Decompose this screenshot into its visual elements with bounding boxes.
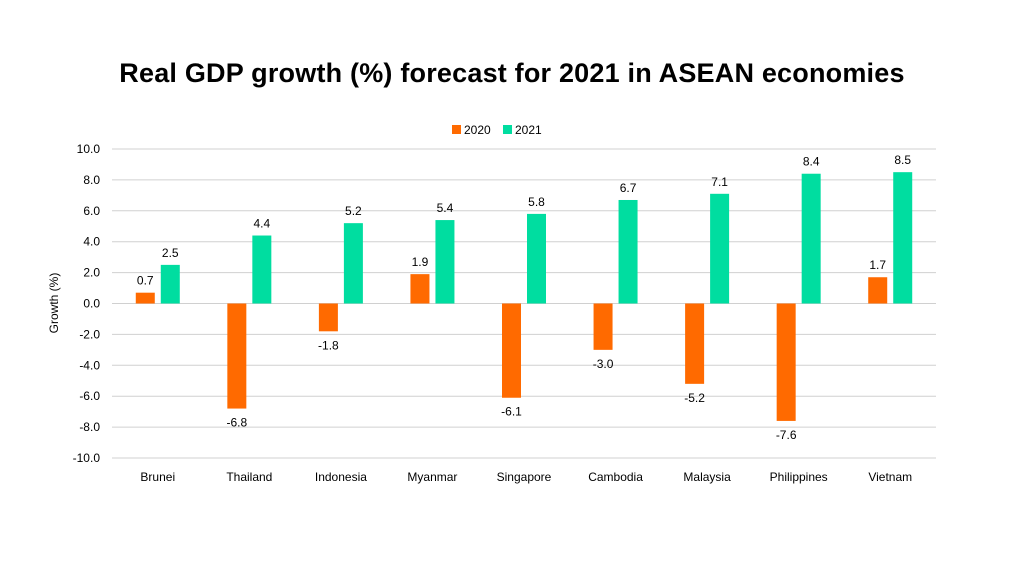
label-layer: 10.0 8.0 6.0 4.0 2.0 0.0 -2.0 -4.0 -6.0 -8.0 -10.0… [73, 142, 912, 484]
x-tick-label: Philippines [770, 470, 828, 484]
y-tick-label: 6.0 [83, 204, 100, 218]
data-label: -6.8 [226, 416, 247, 430]
y-axis-title: Growth (%) [47, 273, 61, 334]
bar-2020-indonesia [318, 303, 338, 332]
x-tick-label: Brunei [140, 470, 175, 484]
data-label: -1.8 [318, 338, 339, 352]
x-tick-label: Malaysia [683, 470, 731, 484]
bar-layer [135, 172, 913, 421]
x-tick-label: Singapore [497, 470, 552, 484]
legend: 2020 2021 [452, 123, 542, 137]
bar-2021-myanmar [435, 220, 455, 304]
data-label: 8.5 [894, 153, 911, 167]
y-tick-label: 8.0 [83, 173, 100, 187]
data-label: -7.6 [776, 428, 797, 442]
x-tick-label: Myanmar [407, 470, 457, 484]
chart-title: Real GDP growth (%) forecast for 2021 in… [119, 58, 905, 88]
legend-swatch [452, 125, 461, 134]
bar-2021-vietnam [893, 172, 913, 304]
data-label: 8.4 [803, 155, 820, 169]
y-tick-label: -4.0 [79, 358, 100, 372]
data-label: 7.1 [711, 175, 728, 189]
y-tick-label: -2.0 [79, 327, 100, 341]
data-label: 5.4 [437, 201, 454, 215]
y-tick-label: 2.0 [83, 266, 100, 280]
bar-2021-singapore [527, 213, 546, 304]
data-label: -5.2 [684, 391, 705, 405]
data-label: 1.7 [869, 258, 886, 272]
y-tick-label: -6.0 [79, 389, 100, 403]
data-label: 0.7 [137, 274, 154, 288]
bar-2021-cambodia [618, 199, 638, 304]
y-tick-label: 10.0 [77, 142, 101, 156]
data-label: -3.0 [593, 357, 614, 371]
legend-label: 2020 [464, 123, 491, 137]
x-tick-label: Cambodia [588, 470, 643, 484]
bar-2020-malaysia [685, 303, 705, 384]
bar-2020-vietnam [868, 277, 888, 304]
grid-layer [112, 148, 936, 459]
data-label: 5.8 [528, 195, 545, 209]
x-tick-label: Thailand [226, 470, 272, 484]
bar-2021-indonesia [343, 223, 363, 304]
bar-2021-thailand [252, 235, 272, 304]
bar-2020-singapore [502, 303, 521, 398]
data-label: -6.1 [501, 405, 522, 419]
bar-2020-brunei [135, 292, 155, 304]
legend-swatch [503, 125, 512, 134]
y-tick-label: -8.0 [79, 420, 100, 434]
bar-2020-thailand [227, 303, 247, 409]
bar-2021-brunei [160, 264, 180, 304]
legend-label: 2021 [515, 123, 542, 137]
data-label: 6.7 [620, 181, 637, 195]
bar-2021-malaysia [710, 193, 730, 304]
x-tick-label: Vietnam [868, 470, 912, 484]
bar-2020-cambodia [593, 303, 613, 350]
bar-2020-philippines [776, 303, 796, 421]
data-label: 2.5 [162, 246, 179, 260]
data-label: 5.2 [345, 204, 362, 218]
data-label: 4.4 [253, 217, 270, 231]
bar-2020-myanmar [410, 274, 430, 304]
x-tick-label: Indonesia [315, 470, 367, 484]
bar-2021-philippines [801, 173, 821, 304]
y-tick-label: 4.0 [83, 235, 100, 249]
y-tick-label: -10.0 [73, 451, 101, 465]
y-tick-label: 0.0 [83, 297, 100, 311]
data-label: 1.9 [412, 255, 429, 269]
